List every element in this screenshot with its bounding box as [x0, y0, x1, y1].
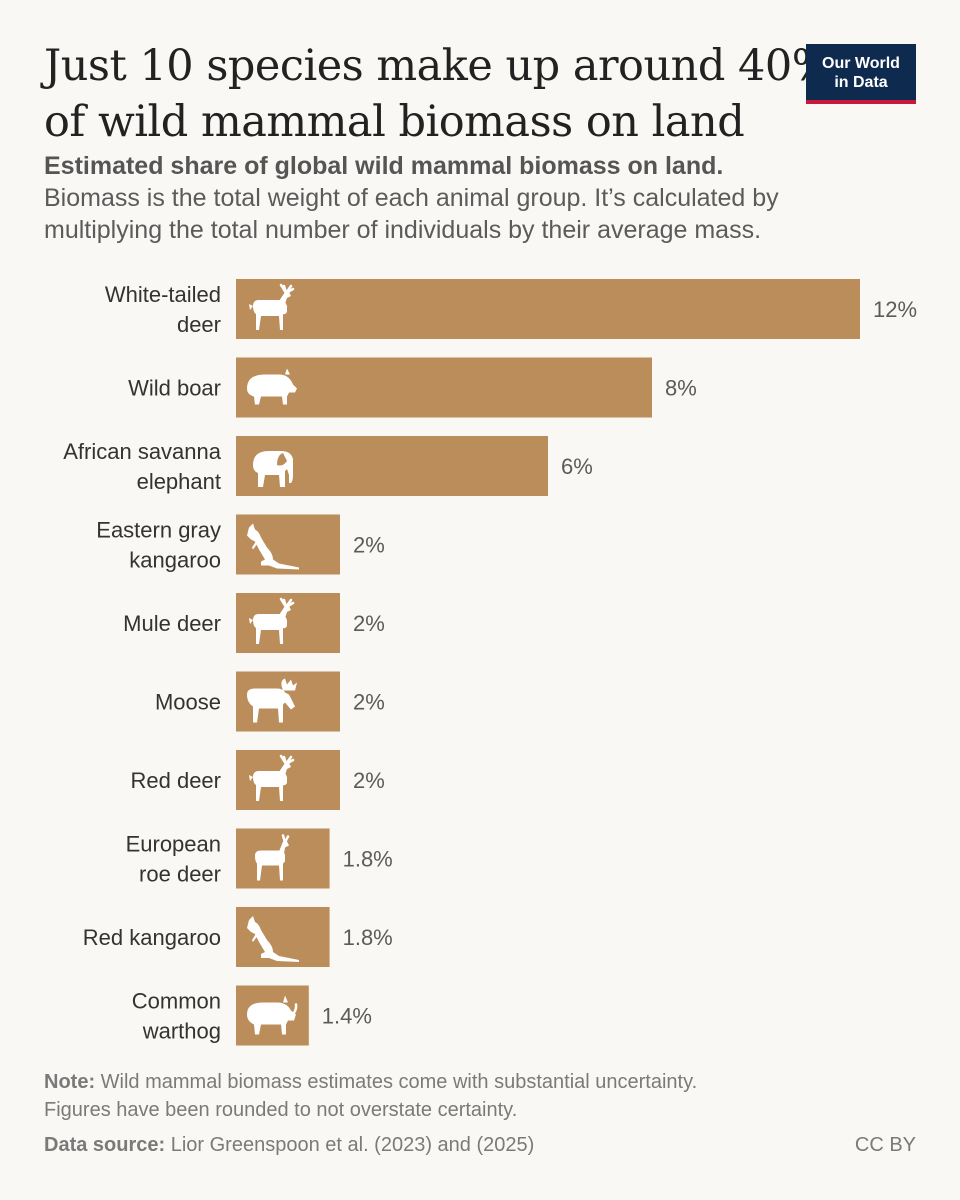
value-label-4: 2% [353, 611, 385, 636]
value-label-8: 1.8% [343, 925, 393, 950]
subtitle-bold: Estimated share of global wild mammal bi… [44, 152, 724, 180]
deer-icon [249, 283, 295, 330]
category-label-line: White-tailed [105, 282, 221, 307]
category-label-4: Mule deer [123, 611, 221, 636]
title-line-2: of wild mammal biomass on land [44, 97, 745, 147]
elephant-icon [253, 451, 293, 487]
boar-icon [247, 368, 297, 405]
category-label-0: White-tailed deer [105, 282, 221, 337]
source-label: Data source: [44, 1134, 166, 1156]
license-link[interactable]: CC BY [854, 1134, 916, 1156]
logo-line-2: in Data [834, 74, 888, 91]
note-text-1: Wild mammal biomass estimates come with … [100, 1071, 698, 1093]
category-label-6: Red deer [130, 768, 221, 793]
deer-icon [249, 597, 295, 644]
category-label-7: European roe deer [126, 832, 221, 887]
category-label-line: Moose [155, 690, 221, 715]
subtitle-line-1: Biomass is the total weight of each anim… [44, 184, 779, 212]
owid-logo[interactable]: Our World in Data [806, 44, 916, 104]
chart-note: Note: Wild mammal biomass estimates come… [44, 1068, 924, 1124]
value-label-3: 2% [353, 533, 385, 558]
bar-0[interactable] [236, 279, 860, 339]
bar-1[interactable] [236, 357, 652, 418]
value-label-1: 8% [665, 376, 697, 401]
category-label-3: Eastern gray kangaroo [96, 518, 221, 573]
value-label-7: 1.8% [343, 847, 393, 872]
title-line-1: Just 10 species make up around 40% [44, 41, 833, 91]
value-label-9: 1.4% [322, 1004, 372, 1029]
category-label-line: Red kangaroo [83, 925, 221, 950]
note-line-1: Note: Wild mammal biomass estimates come… [44, 1068, 924, 1096]
category-label-8: Red kangaroo [83, 925, 221, 950]
category-label-9: Common warthog [132, 989, 221, 1044]
category-label-line: roe deer [139, 862, 221, 887]
data-source: Data source: Lior Greenspoon et al. (202… [44, 1134, 534, 1157]
category-label-line: Common [132, 989, 221, 1014]
category-label-line: Red deer [130, 768, 221, 793]
bar-chart: White-tailed deer 12% Wild boar 8% African sa… [63, 279, 917, 1046]
value-label-5: 2% [353, 690, 385, 715]
logo-line-1: Our World [822, 55, 900, 72]
category-label-line: European [126, 832, 221, 857]
kangaroo-icon [247, 916, 299, 962]
value-label-6: 2% [353, 768, 385, 793]
category-label-line: deer [177, 312, 221, 337]
category-label-line: Wild boar [128, 376, 221, 401]
kangaroo-icon [247, 523, 299, 570]
bar-6[interactable] [236, 750, 340, 810]
source-link[interactable]: Lior Greenspoon et al. (2023) and (2025) [170, 1134, 535, 1156]
moose-icon [247, 678, 297, 723]
category-label-5: Moose [155, 690, 221, 715]
category-label-2: African savanna elephant [63, 439, 222, 494]
category-label-1: Wild boar [128, 376, 221, 401]
category-label-line: warthog [142, 1019, 221, 1044]
value-label-2: 6% [561, 454, 593, 479]
roe-deer-icon [255, 834, 290, 881]
note-label: Note: [44, 1071, 96, 1093]
category-label-line: African savanna [63, 439, 222, 464]
chart-subtitle: Estimated share of global wild mammal bi… [44, 150, 924, 246]
chart-title: Just 10 species make up around 40% of wi… [44, 38, 833, 150]
category-label-line: Eastern gray [96, 518, 221, 543]
note-line-2: Figures have been rounded to not oversta… [44, 1099, 518, 1121]
warthog-icon [247, 995, 298, 1035]
category-label-line: elephant [137, 469, 221, 494]
category-label-line: kangaroo [129, 548, 221, 573]
subtitle-line-2: multiplying the total number of individu… [44, 216, 762, 244]
bar-4[interactable] [236, 593, 340, 653]
category-label-line: Mule deer [123, 611, 221, 636]
deer-icon [249, 754, 295, 801]
value-label-0: 12% [873, 297, 917, 322]
